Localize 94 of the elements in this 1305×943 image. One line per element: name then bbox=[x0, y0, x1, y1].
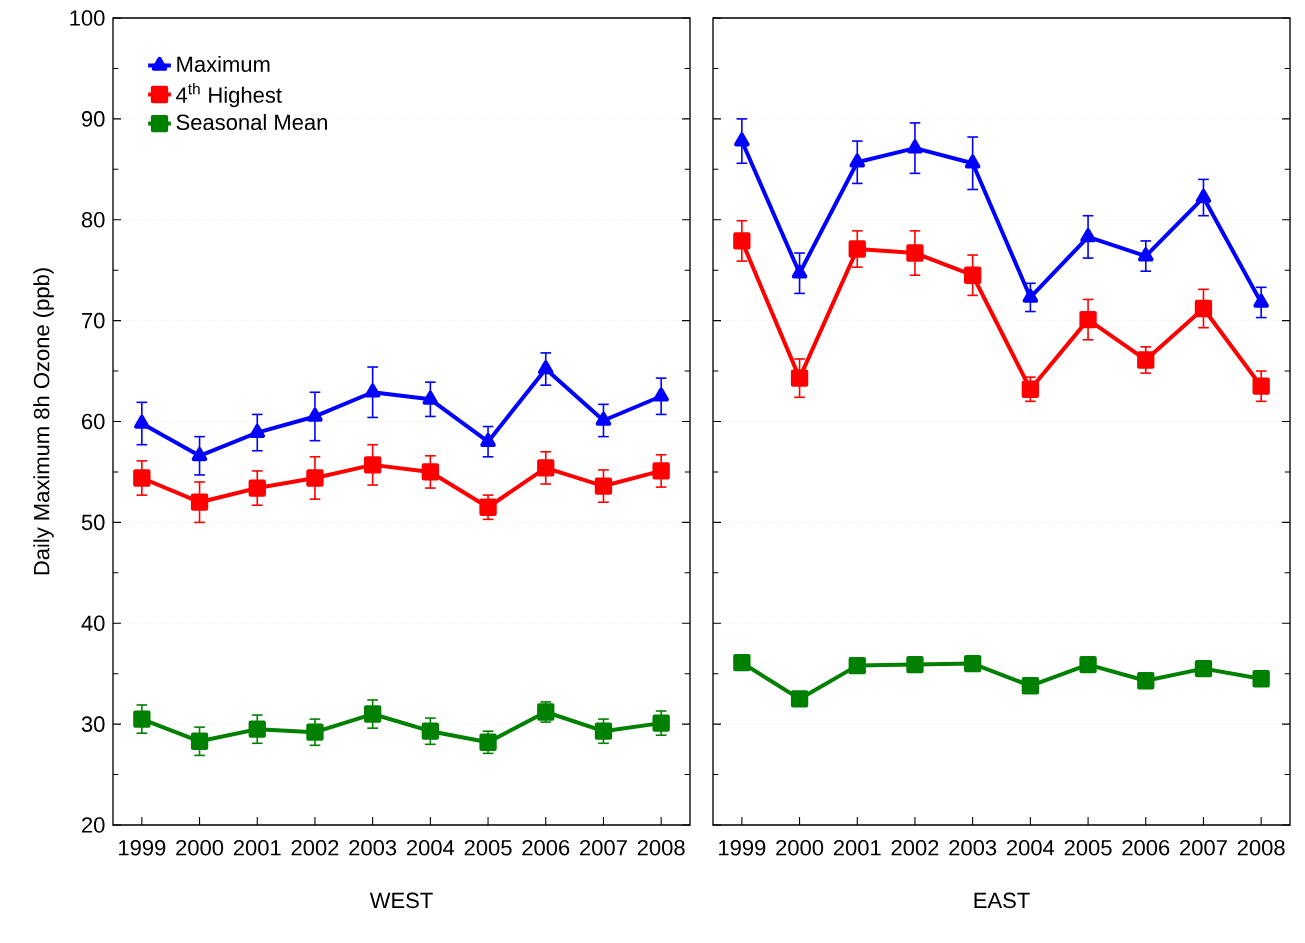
point bbox=[248, 720, 266, 738]
point bbox=[363, 456, 382, 474]
x-tick-label: 2007 bbox=[1180, 839, 1227, 856]
point bbox=[1137, 351, 1155, 369]
x-tick-label: 2003 bbox=[949, 839, 997, 856]
x-tick-label: 1999 bbox=[719, 839, 766, 856]
point bbox=[1021, 677, 1040, 695]
point bbox=[1137, 247, 1154, 262]
point bbox=[190, 732, 209, 750]
y-tick-label: 80 bbox=[81, 211, 105, 228]
point bbox=[537, 459, 555, 477]
point bbox=[191, 447, 208, 462]
point bbox=[848, 240, 866, 258]
legend-label: 4$^{th}$ Highest bbox=[176, 83, 282, 108]
point bbox=[1252, 670, 1270, 688]
point bbox=[652, 462, 670, 480]
point bbox=[964, 654, 982, 673]
y-tick-label: 50 bbox=[81, 514, 105, 531]
x-tick-label: 2003 bbox=[349, 839, 397, 856]
point bbox=[653, 387, 669, 402]
point bbox=[906, 655, 924, 674]
point bbox=[134, 414, 150, 429]
point bbox=[652, 714, 670, 732]
point bbox=[595, 411, 612, 426]
point bbox=[791, 264, 808, 279]
x-tick-label: 2001 bbox=[233, 839, 281, 856]
point bbox=[1079, 655, 1097, 674]
point bbox=[790, 690, 809, 708]
point bbox=[733, 232, 751, 250]
x-tick-label: 2004 bbox=[1007, 839, 1055, 856]
x-tick-label: 2005 bbox=[464, 839, 512, 856]
y-tick-label: 70 bbox=[82, 312, 105, 329]
point bbox=[248, 479, 266, 497]
x-tick-label: 2000 bbox=[776, 839, 824, 856]
point bbox=[848, 656, 866, 675]
point bbox=[733, 653, 751, 672]
x-tick-label: 2001 bbox=[833, 839, 881, 856]
x-tick-label: 2005 bbox=[1064, 839, 1112, 856]
point bbox=[1194, 659, 1213, 678]
point bbox=[421, 722, 440, 740]
y-axis-title: Daily Maximum 8h Ozone (ppb) bbox=[33, 268, 54, 575]
point bbox=[190, 493, 209, 511]
x-tick-label: 2002 bbox=[291, 839, 339, 856]
y-tick-label: 60 bbox=[82, 413, 105, 430]
x-tick-label: 1999 bbox=[119, 839, 166, 856]
point bbox=[1080, 228, 1096, 243]
point bbox=[364, 383, 381, 398]
x-tick-label: 2008 bbox=[637, 839, 685, 856]
point bbox=[249, 423, 266, 438]
point bbox=[1022, 288, 1039, 303]
point bbox=[594, 477, 613, 495]
point bbox=[307, 407, 323, 422]
point bbox=[1021, 380, 1040, 398]
x-tick-label: 2007 bbox=[580, 839, 627, 856]
legend-label: Seasonal Mean bbox=[176, 113, 327, 131]
point bbox=[363, 705, 382, 723]
point bbox=[1079, 310, 1097, 329]
x-tick-label: 2006 bbox=[1122, 839, 1170, 856]
point bbox=[964, 266, 982, 284]
point bbox=[306, 723, 324, 741]
point bbox=[734, 132, 750, 147]
x-tick-label: 2002 bbox=[891, 839, 939, 856]
point bbox=[849, 153, 866, 168]
point bbox=[421, 463, 440, 481]
x-tick-label: 2004 bbox=[406, 839, 455, 856]
point bbox=[1252, 377, 1270, 395]
point bbox=[906, 244, 924, 262]
point bbox=[537, 360, 554, 375]
point bbox=[1253, 293, 1269, 308]
point bbox=[1195, 188, 1212, 203]
point bbox=[133, 710, 151, 728]
x-tick-label: 2008 bbox=[1237, 839, 1285, 856]
x-tick-label: 2000 bbox=[176, 839, 224, 856]
y-tick-label: 30 bbox=[81, 716, 105, 732]
legend-label: Maximum bbox=[177, 55, 270, 73]
point bbox=[907, 139, 923, 154]
point bbox=[306, 469, 324, 487]
point bbox=[422, 390, 439, 405]
point bbox=[1194, 299, 1213, 318]
x-tick-label: 2006 bbox=[522, 839, 570, 856]
x-axis-title: WEST bbox=[369, 892, 433, 909]
point bbox=[479, 498, 497, 516]
x-axis-title: EAST bbox=[974, 892, 1030, 909]
y-tick-label: 90 bbox=[81, 111, 105, 127]
y-tick-label: 20 bbox=[82, 817, 105, 833]
point bbox=[964, 154, 981, 169]
point bbox=[1137, 672, 1155, 690]
point bbox=[480, 433, 496, 447]
point bbox=[479, 733, 497, 751]
point bbox=[594, 722, 613, 740]
y-tick-label: 40 bbox=[81, 615, 105, 632]
point bbox=[790, 369, 809, 387]
point bbox=[133, 469, 151, 487]
y-tick-label: 100 bbox=[70, 10, 105, 26]
